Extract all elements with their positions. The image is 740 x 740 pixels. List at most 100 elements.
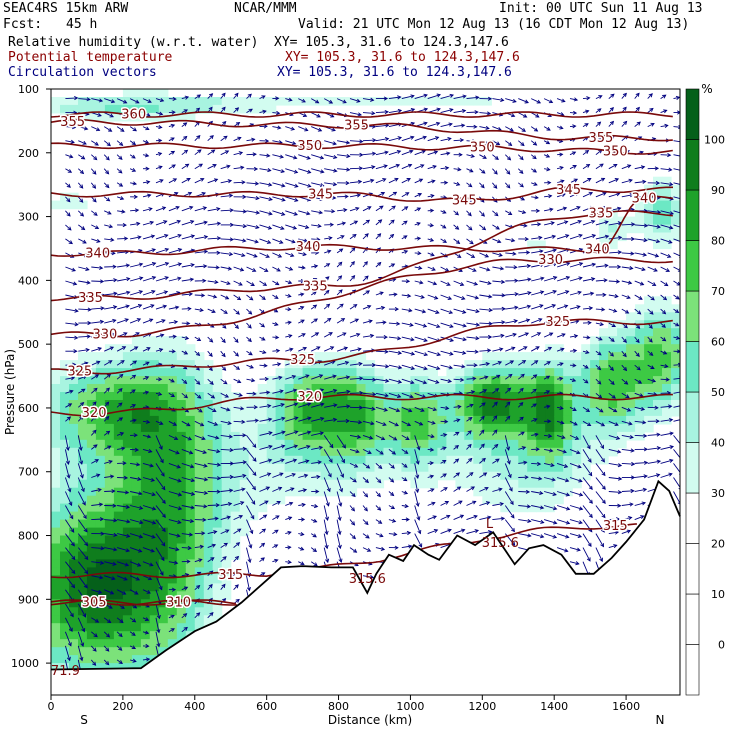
rh-cell <box>78 639 88 648</box>
circulation-vector <box>466 224 473 231</box>
rh-cell <box>212 463 223 473</box>
circulation-vector <box>362 420 374 425</box>
circulation-vector <box>582 263 596 268</box>
circulation-vector <box>349 98 360 103</box>
circulation-vector <box>440 487 448 492</box>
circulation-vector <box>621 434 634 438</box>
circulation-vector <box>142 533 156 539</box>
circulation-vector <box>556 477 569 482</box>
circulation-vector <box>362 491 368 498</box>
circulation-vector-head <box>208 93 214 98</box>
circulation-vector-head <box>313 318 318 323</box>
rh-cell <box>536 479 546 489</box>
rh-cell <box>554 439 564 449</box>
circulation-vector-head <box>508 487 513 492</box>
circulation-vector <box>259 514 267 520</box>
rh-cell <box>572 384 582 393</box>
rh-cell <box>51 551 61 561</box>
rh-cell <box>284 487 295 497</box>
circulation-vector <box>440 137 451 142</box>
circulation-vector <box>324 182 337 186</box>
rh-cell <box>212 392 223 401</box>
circulation-vector <box>194 94 201 99</box>
rh-cell <box>113 535 124 545</box>
rh-cell <box>86 112 97 122</box>
circulation-vector <box>479 472 487 478</box>
circulation-vector <box>116 126 125 132</box>
rh-cell <box>185 527 196 537</box>
circulation-vector <box>155 547 165 561</box>
circulation-vector-head <box>352 233 357 238</box>
rh-cell <box>86 97 97 106</box>
rh-cell <box>581 352 591 361</box>
circulation-vector <box>349 247 356 254</box>
circulation-vector <box>116 388 123 394</box>
circulation-vector-head <box>118 402 123 407</box>
rh-cell <box>329 352 340 361</box>
circulation-vector <box>77 631 84 647</box>
rh-cell <box>653 392 663 401</box>
circulation-vector <box>272 238 283 244</box>
circulation-vector <box>414 392 426 398</box>
rh-cell <box>662 312 672 321</box>
circulation-vector-head <box>237 379 242 384</box>
circulation-vector <box>595 491 606 504</box>
circulation-vector-head <box>527 277 532 282</box>
circulation-vector-head <box>301 333 306 337</box>
circulation-vector <box>168 448 180 454</box>
circulation-vector-head <box>551 304 557 308</box>
circulation-vector <box>375 406 388 411</box>
rh-cell <box>482 423 492 433</box>
circulation-vector <box>531 505 544 509</box>
circulation-vector-head <box>588 485 593 491</box>
rh-cell <box>662 232 672 242</box>
rh-cell <box>437 431 447 441</box>
circulation-vector-head <box>366 548 372 552</box>
circulation-vector <box>582 519 593 532</box>
circulation-vector-head <box>382 422 387 426</box>
rh-cell <box>329 360 340 369</box>
rh-cell <box>194 535 205 545</box>
rh-cell <box>104 487 115 497</box>
circulation-vector <box>65 416 71 422</box>
rh-cell <box>158 527 169 537</box>
rh-cell <box>104 623 115 632</box>
rh-cell <box>671 216 680 226</box>
rh-cell <box>275 447 286 457</box>
circulation-vector-head <box>332 374 337 379</box>
circulation-vector-head <box>460 377 465 382</box>
rh-cell <box>95 463 106 473</box>
circulation-vector <box>608 350 614 357</box>
rh-cell <box>113 471 124 481</box>
circulation-vector <box>336 519 341 535</box>
circulation-vector-head <box>132 127 137 132</box>
circulation-vector-head <box>416 446 421 451</box>
circulation-vector <box>181 163 189 170</box>
rh-cell <box>69 663 79 672</box>
circulation-vector-head <box>173 560 179 565</box>
circulation-vector-head <box>150 234 156 239</box>
rh-cell <box>167 423 178 433</box>
circulation-vector <box>504 401 511 408</box>
circulation-vector-head <box>294 430 299 435</box>
rh-cell <box>78 384 88 393</box>
circulation-vector <box>220 420 232 425</box>
circulation-vector <box>285 445 298 450</box>
circulation-vector <box>129 374 136 380</box>
rh-cell <box>203 447 214 457</box>
rh-cell <box>86 463 97 473</box>
circulation-vector-head <box>367 206 372 210</box>
circulation-vector <box>427 238 434 242</box>
rh-cell <box>221 439 232 449</box>
rh-cell <box>662 208 672 218</box>
rh-cell <box>194 455 205 465</box>
rh-cell <box>158 439 169 449</box>
circulation-vector-head <box>561 193 566 198</box>
circulation-vector-head <box>291 239 296 244</box>
rh-cell <box>140 623 151 632</box>
circulation-vector-head <box>473 363 478 368</box>
circulation-vector <box>103 168 109 175</box>
circulation-vector <box>181 278 194 282</box>
circulation-vector <box>492 294 505 296</box>
circulation-vector-head <box>642 252 648 257</box>
